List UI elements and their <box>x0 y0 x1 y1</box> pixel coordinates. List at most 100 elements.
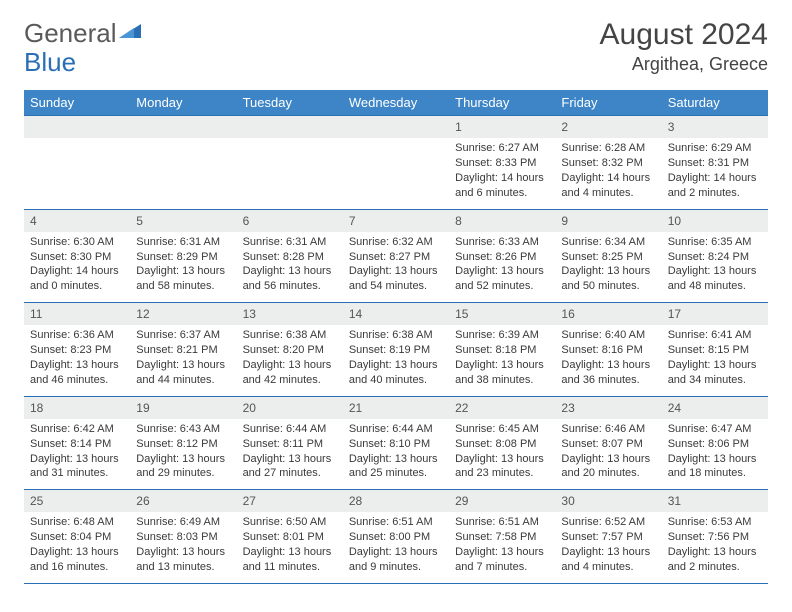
day-cell: 17Sunrise: 6:41 AMSunset: 8:15 PMDayligh… <box>662 303 768 397</box>
sunset-text: Sunset: 8:00 PM <box>349 530 443 545</box>
day-body: Sunrise: 6:29 AMSunset: 8:31 PMDaylight:… <box>662 138 768 208</box>
day-number: 3 <box>662 116 768 138</box>
sunrise-text: Sunrise: 6:47 AM <box>668 422 762 437</box>
daylight-text-1: Daylight: 13 hours <box>668 358 762 373</box>
day-cell: 29Sunrise: 6:51 AMSunset: 7:58 PMDayligh… <box>449 490 555 584</box>
day-cell: 9Sunrise: 6:34 AMSunset: 8:25 PMDaylight… <box>555 209 661 303</box>
day-number: 20 <box>237 397 343 419</box>
day-body: Sunrise: 6:49 AMSunset: 8:03 PMDaylight:… <box>130 512 236 582</box>
sunrise-text: Sunrise: 6:48 AM <box>30 515 124 530</box>
day-cell: 14Sunrise: 6:38 AMSunset: 8:19 PMDayligh… <box>343 303 449 397</box>
sunrise-text: Sunrise: 6:35 AM <box>668 235 762 250</box>
daylight-text-1: Daylight: 13 hours <box>136 452 230 467</box>
daylight-text-1: Daylight: 13 hours <box>455 358 549 373</box>
sunset-text: Sunset: 8:14 PM <box>30 437 124 452</box>
day-body: Sunrise: 6:42 AMSunset: 8:14 PMDaylight:… <box>24 419 130 489</box>
daylight-text-2: and 11 minutes. <box>243 560 337 575</box>
day-number-empty <box>343 116 449 138</box>
daylight-text-2: and 36 minutes. <box>561 373 655 388</box>
day-body-empty <box>237 138 343 200</box>
day-body-empty <box>130 138 236 200</box>
daylight-text-2: and 42 minutes. <box>243 373 337 388</box>
dow-wed: Wednesday <box>343 90 449 116</box>
sunset-text: Sunset: 8:10 PM <box>349 437 443 452</box>
day-body: Sunrise: 6:33 AMSunset: 8:26 PMDaylight:… <box>449 232 555 302</box>
day-number: 15 <box>449 303 555 325</box>
week-row: 11Sunrise: 6:36 AMSunset: 8:23 PMDayligh… <box>24 303 768 397</box>
daylight-text-2: and 48 minutes. <box>668 279 762 294</box>
sunset-text: Sunset: 8:11 PM <box>243 437 337 452</box>
sunset-text: Sunset: 8:20 PM <box>243 343 337 358</box>
day-number: 19 <box>130 397 236 419</box>
sunrise-text: Sunrise: 6:34 AM <box>561 235 655 250</box>
daylight-text-1: Daylight: 13 hours <box>668 264 762 279</box>
sunset-text: Sunset: 8:12 PM <box>136 437 230 452</box>
day-number: 28 <box>343 490 449 512</box>
day-body: Sunrise: 6:51 AMSunset: 8:00 PMDaylight:… <box>343 512 449 582</box>
day-cell: 30Sunrise: 6:52 AMSunset: 7:57 PMDayligh… <box>555 490 661 584</box>
day-number: 29 <box>449 490 555 512</box>
day-cell: 10Sunrise: 6:35 AMSunset: 8:24 PMDayligh… <box>662 209 768 303</box>
daylight-text-2: and 56 minutes. <box>243 279 337 294</box>
sunrise-text: Sunrise: 6:38 AM <box>349 328 443 343</box>
sunset-text: Sunset: 8:06 PM <box>668 437 762 452</box>
day-body: Sunrise: 6:30 AMSunset: 8:30 PMDaylight:… <box>24 232 130 302</box>
daylight-text-1: Daylight: 13 hours <box>668 452 762 467</box>
day-cell: 28Sunrise: 6:51 AMSunset: 8:00 PMDayligh… <box>343 490 449 584</box>
daylight-text-1: Daylight: 13 hours <box>349 358 443 373</box>
daylight-text-2: and 4 minutes. <box>561 560 655 575</box>
sunset-text: Sunset: 8:08 PM <box>455 437 549 452</box>
dow-row: Sunday Monday Tuesday Wednesday Thursday… <box>24 90 768 116</box>
day-number: 30 <box>555 490 661 512</box>
sunset-text: Sunset: 7:57 PM <box>561 530 655 545</box>
month-title: August 2024 <box>600 18 768 52</box>
location: Argithea, Greece <box>600 54 768 75</box>
logo-triangle-icon <box>119 20 141 38</box>
sunset-text: Sunset: 8:33 PM <box>455 156 549 171</box>
day-body: Sunrise: 6:44 AMSunset: 8:10 PMDaylight:… <box>343 419 449 489</box>
sunrise-text: Sunrise: 6:28 AM <box>561 141 655 156</box>
day-number-empty <box>237 116 343 138</box>
daylight-text-2: and 6 minutes. <box>455 186 549 201</box>
daylight-text-1: Daylight: 13 hours <box>30 452 124 467</box>
day-body: Sunrise: 6:40 AMSunset: 8:16 PMDaylight:… <box>555 325 661 395</box>
day-cell: 6Sunrise: 6:31 AMSunset: 8:28 PMDaylight… <box>237 209 343 303</box>
day-body: Sunrise: 6:50 AMSunset: 8:01 PMDaylight:… <box>237 512 343 582</box>
title-block: August 2024 Argithea, Greece <box>600 18 768 75</box>
day-number: 18 <box>24 397 130 419</box>
day-number: 2 <box>555 116 661 138</box>
day-body: Sunrise: 6:28 AMSunset: 8:32 PMDaylight:… <box>555 138 661 208</box>
day-cell: 26Sunrise: 6:49 AMSunset: 8:03 PMDayligh… <box>130 490 236 584</box>
day-body: Sunrise: 6:32 AMSunset: 8:27 PMDaylight:… <box>343 232 449 302</box>
day-body: Sunrise: 6:43 AMSunset: 8:12 PMDaylight:… <box>130 419 236 489</box>
sunrise-text: Sunrise: 6:33 AM <box>455 235 549 250</box>
daylight-text-2: and 4 minutes. <box>561 186 655 201</box>
sunset-text: Sunset: 8:23 PM <box>30 343 124 358</box>
day-body: Sunrise: 6:39 AMSunset: 8:18 PMDaylight:… <box>449 325 555 395</box>
day-cell: 8Sunrise: 6:33 AMSunset: 8:26 PMDaylight… <box>449 209 555 303</box>
daylight-text-2: and 23 minutes. <box>455 466 549 481</box>
day-body: Sunrise: 6:45 AMSunset: 8:08 PMDaylight:… <box>449 419 555 489</box>
sunset-text: Sunset: 8:29 PM <box>136 250 230 265</box>
daylight-text-2: and 54 minutes. <box>349 279 443 294</box>
sunrise-text: Sunrise: 6:32 AM <box>349 235 443 250</box>
day-cell: 23Sunrise: 6:46 AMSunset: 8:07 PMDayligh… <box>555 396 661 490</box>
sunset-text: Sunset: 8:07 PM <box>561 437 655 452</box>
day-body: Sunrise: 6:47 AMSunset: 8:06 PMDaylight:… <box>662 419 768 489</box>
sunset-text: Sunset: 8:04 PM <box>30 530 124 545</box>
daylight-text-2: and 18 minutes. <box>668 466 762 481</box>
day-number: 16 <box>555 303 661 325</box>
dow-mon: Monday <box>130 90 236 116</box>
day-number: 8 <box>449 210 555 232</box>
sunset-text: Sunset: 8:01 PM <box>243 530 337 545</box>
day-body: Sunrise: 6:52 AMSunset: 7:57 PMDaylight:… <box>555 512 661 582</box>
sunrise-text: Sunrise: 6:30 AM <box>30 235 124 250</box>
daylight-text-2: and 58 minutes. <box>136 279 230 294</box>
dow-tue: Tuesday <box>237 90 343 116</box>
day-number: 10 <box>662 210 768 232</box>
sunset-text: Sunset: 8:16 PM <box>561 343 655 358</box>
daylight-text-2: and 2 minutes. <box>668 186 762 201</box>
daylight-text-1: Daylight: 13 hours <box>243 264 337 279</box>
daylight-text-1: Daylight: 13 hours <box>136 545 230 560</box>
day-number: 26 <box>130 490 236 512</box>
